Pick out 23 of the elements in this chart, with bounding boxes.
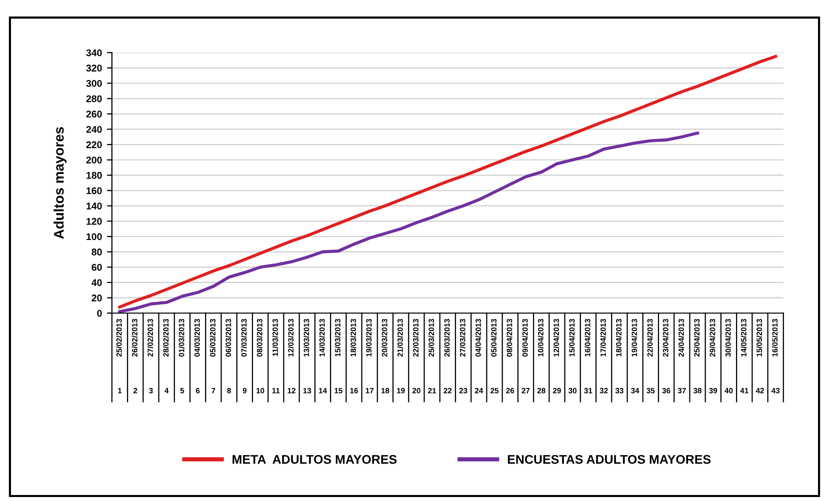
y-tick-label: 120	[86, 218, 102, 225]
y-tick-label: 280	[86, 95, 102, 102]
y-tick-label: 100	[86, 233, 102, 240]
y-tick-label: 60	[92, 264, 102, 271]
y-tick-label: 200	[86, 156, 102, 164]
legend-label: ENCUESTAS ADULTOS MAYORES	[508, 454, 711, 464]
line-series	[118, 54, 778, 309]
line-series	[118, 132, 700, 314]
y-tick-label: 340	[86, 49, 102, 56]
y-axis-title: Adultos mayores	[54, 127, 67, 239]
y-tick-label: 0	[97, 310, 102, 317]
y-tick-label: 320	[86, 64, 102, 72]
y-tick-label: 180	[86, 172, 102, 179]
legend-label: META ADULTOS MAYORES	[232, 454, 397, 464]
y-tick-label: 240	[86, 126, 102, 133]
y-tick-label: 160	[86, 187, 102, 194]
y-tick-label: 260	[86, 110, 102, 118]
y-tick-label: 300	[86, 80, 102, 87]
y-tick-label: 40	[92, 279, 102, 286]
y-tick-label: 140	[86, 202, 102, 210]
y-tick-label: 220	[86, 141, 102, 148]
y-tick-label: 80	[92, 248, 102, 256]
y-tick-label: 20	[92, 294, 102, 302]
